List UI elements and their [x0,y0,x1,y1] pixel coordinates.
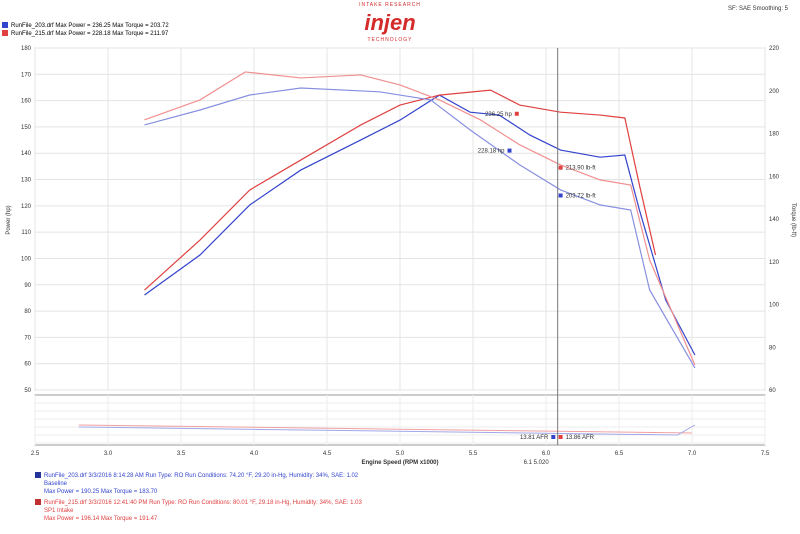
logo-top: INTAKE RESEARCH [359,2,421,8]
x-tick-label: 6.5 [615,451,624,457]
y2-tick-label: 180 [769,132,780,138]
annotation-marker [558,165,563,170]
annotation-marker [514,111,519,116]
y-axis-label: Power (hp) [6,205,12,234]
header-settings: SF: SAE Smoothing: 5 [727,6,788,12]
y2-tick-label: 200 [769,89,780,95]
annotation-marker [507,148,512,153]
y2-tick-label: 120 [769,260,780,266]
y-tick-label: 130 [21,178,32,184]
legend-run-1: RunFile_215.drf Max Power = 228.18 Max T… [2,30,169,38]
y-tick-label: 50 [24,388,31,394]
y-tick-label: 150 [21,125,32,131]
y2-tick-label: 140 [769,217,780,223]
afr-line-run1 [78,424,693,434]
x-tick-label: 4.5 [323,451,332,457]
y-tick-label: 120 [21,204,32,210]
footer-run-0: RunFile_203.drf 3/3/2016 8:14:28 AM Run … [35,472,362,496]
y-tick-label: 60 [24,362,31,368]
x-axis-label: Engine Speed (RPM x1000) [361,460,438,466]
annotation-label: 213.90 lb-ft [566,166,596,172]
x-tick-label: 7.5 [761,451,770,457]
series-line-torque-run0 [144,87,696,369]
x-tick-label: 3.0 [104,451,113,457]
y-tick-label: 70 [24,335,31,341]
y2-axis-label: Torque (lb-ft) [790,203,796,237]
annotation-marker [558,435,563,439]
annotation-label: 236.25 hp [485,112,512,118]
annotation-label: 228.18 hp [478,149,505,155]
y-tick-label: 90 [24,283,31,289]
y-tick-label: 80 [24,309,31,315]
series-line-torque-run1 [144,71,696,366]
series-line-power-run1 [144,89,657,291]
x-tick-label: 5.5 [469,451,478,457]
x-tick-label: 4.0 [250,451,259,457]
y2-tick-label: 80 [769,345,776,351]
x-tick-label: 2.5 [31,451,40,457]
y2-tick-label: 220 [769,46,780,52]
injen-logo: INTAKE RESEARCH injen TECHNOLOGY [345,2,435,44]
annotation-marker [558,193,563,198]
cursor-readout: 6.1 5.020 [524,460,550,466]
y2-tick-label: 60 [769,388,776,394]
annotation-marker [551,435,556,439]
y-tick-label: 160 [21,99,32,105]
header-legend: RunFile_203.drf Max Power = 236.25 Max T… [2,22,169,38]
logo-bottom: TECHNOLOGY [367,37,413,43]
y-tick-label: 110 [21,230,31,236]
footer-legend: RunFile_203.drf 3/3/2016 8:14:28 AM Run … [35,472,362,523]
x-tick-label: 3.5 [177,451,186,457]
y2-tick-label: 100 [769,303,780,309]
logo-text: injen [364,10,416,35]
footer-run-1: RunFile_215.drf 3/3/2016 12:41:40 PM Run… [35,499,362,523]
annotation-label: 203.72 lb-ft [566,193,596,199]
y2-tick-label: 160 [769,174,780,180]
series-line-power-run0 [144,94,696,356]
y-tick-label: 170 [21,72,32,78]
legend-run-0: RunFile_203.drf Max Power = 236.25 Max T… [2,22,169,30]
annotation-label: 13.81 AFR [520,435,549,441]
x-tick-label: 5.0 [396,451,405,457]
x-tick-label: 7.0 [688,451,697,457]
afr-line-run0 [78,424,696,436]
annotation-label: 13.86 AFR [566,435,595,441]
y-tick-label: 140 [21,151,32,157]
y-tick-label: 180 [21,46,32,52]
x-tick-label: 6.0 [542,451,551,457]
y-tick-label: 100 [21,256,32,262]
